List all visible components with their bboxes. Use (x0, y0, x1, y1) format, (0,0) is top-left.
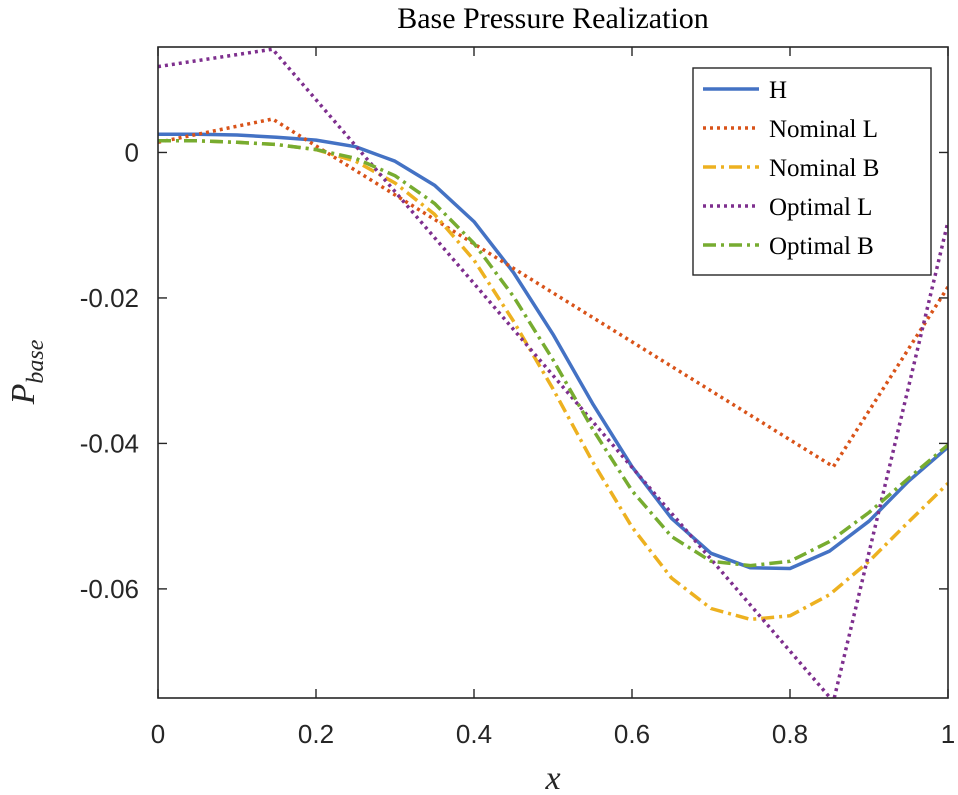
plot-area: 0 0.2 0.4 0.6 0.8 1 0 -0.02 -0.04 -0.06 (80, 46, 955, 749)
y-tick-label: -0.04 (80, 428, 139, 458)
axes-box (157, 46, 949, 699)
legend-label: H (769, 77, 787, 104)
x-tick-label: 0.4 (456, 719, 492, 749)
y-axis-label-subscript: base (23, 339, 49, 383)
legend: H Nominal L Nominal B Optimal L Optimal B (692, 67, 932, 276)
legend-label: Nominal B (769, 155, 879, 182)
x-tick-label: 1 (941, 719, 955, 749)
chart-title: Base Pressure Realization (397, 2, 709, 35)
series-line-optimal-b (158, 139, 948, 568)
x-axis-label: x (544, 760, 560, 795)
legend-box (692, 67, 932, 276)
series-line-optimal-l (158, 47, 948, 698)
x-tick-label: 0 (151, 719, 165, 749)
y-tick-label: -0.06 (80, 574, 139, 604)
series-group (158, 47, 948, 698)
y-axis-label: Pbase (5, 339, 49, 405)
x-tick-label: 0.6 (614, 719, 650, 749)
x-tick-label: 0.2 (298, 719, 334, 749)
legend-label: Optimal B (769, 233, 874, 260)
series-line-h (158, 132, 948, 571)
legend-label: Optimal L (769, 194, 872, 221)
legend-label: Nominal L (769, 116, 878, 143)
x-tick-label: 0.8 (772, 719, 808, 749)
y-axis-label-main: P (5, 384, 42, 406)
series-line-nominal-l (158, 117, 948, 469)
y-tick-label: 0 (125, 137, 139, 167)
y-tick-label: -0.02 (80, 283, 139, 313)
